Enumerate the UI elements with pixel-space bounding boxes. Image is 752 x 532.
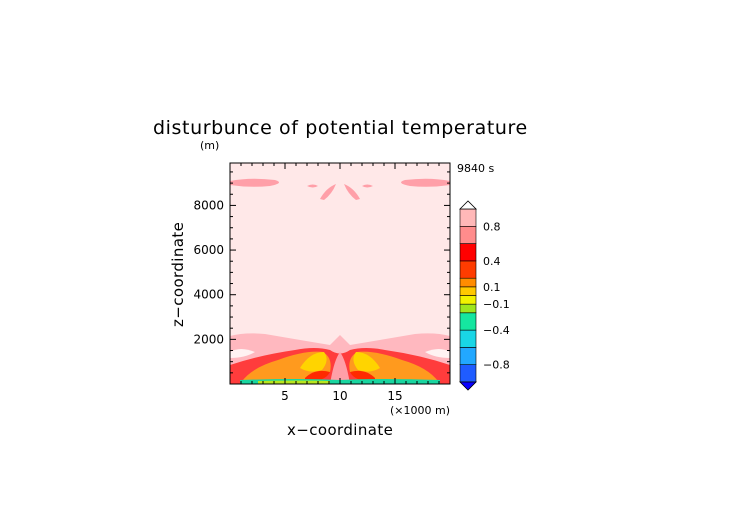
x-tick-label: 5 [281, 389, 289, 403]
colorbar-segment [459, 295, 477, 305]
colorbar-segment [459, 286, 477, 296]
colorbar: 0.8 0.4 0.1 −0.1 −0.4 −0.8 [459, 200, 510, 391]
colorbar-segment [459, 364, 477, 383]
contour-region [230, 349, 255, 358]
x-axis: 5 10 15 [240, 163, 440, 403]
colorbar-segment [459, 226, 477, 244]
contour-region [230, 178, 279, 187]
colorbar-segment [459, 277, 477, 288]
contour-region [320, 184, 336, 200]
contour-field [230, 163, 450, 384]
colorbar-label: −0.1 [483, 298, 510, 311]
colorbar-label: 0.8 [483, 220, 501, 233]
y-tick-label: 4000 [193, 288, 224, 302]
colorbar-segment [459, 260, 477, 279]
contour-region [401, 178, 450, 187]
colorbar-segment [459, 208, 477, 227]
time-label: 9840 s [457, 162, 494, 175]
x-axis-label: x−coordinate [287, 421, 393, 439]
y-axis: 2000 4000 6000 8000 [193, 171, 450, 374]
chart-title: disturbunce of potential temperature [153, 117, 528, 139]
colorbar-segment [459, 329, 477, 348]
colorbar-segment [459, 312, 477, 331]
contour-region [362, 184, 373, 188]
colorbar-label: 0.4 [483, 255, 501, 268]
colorbar-label: −0.8 [483, 359, 510, 372]
x-tick-label: 10 [332, 389, 347, 403]
y-axis-label: z−coordinate [169, 222, 187, 327]
contour-region [353, 352, 380, 372]
colorbar-max-extension [459, 200, 477, 210]
y-unit-label: (m) [200, 139, 219, 152]
contour-region [307, 184, 318, 188]
colorbar-label: −0.4 [483, 324, 510, 337]
contour-region [425, 349, 450, 358]
colorbar-label: 0.1 [483, 281, 501, 294]
y-tick-label: 8000 [193, 198, 224, 212]
colorbar-segment [459, 243, 477, 262]
colorbar-segment [459, 347, 477, 365]
y-tick-label: 6000 [193, 243, 224, 257]
contour-region [300, 352, 327, 372]
x-unit-label: (×1000 m) [390, 404, 450, 417]
contour-region [258, 380, 330, 384]
colorbar-min-extension [459, 381, 477, 391]
x-tick-label: 15 [387, 389, 402, 403]
contour-region [330, 352, 350, 384]
colorbar-segment [459, 303, 477, 314]
contour-region [344, 184, 360, 200]
y-tick-label: 2000 [193, 332, 224, 346]
